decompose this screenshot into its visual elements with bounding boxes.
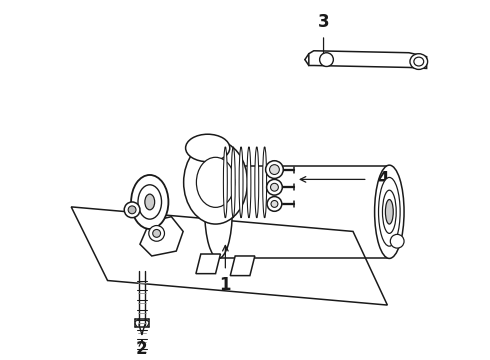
- Polygon shape: [196, 254, 220, 274]
- Circle shape: [128, 206, 136, 214]
- Circle shape: [271, 201, 278, 207]
- Ellipse shape: [414, 57, 424, 66]
- Ellipse shape: [223, 147, 227, 218]
- Ellipse shape: [231, 147, 235, 218]
- Ellipse shape: [379, 177, 400, 246]
- Text: 2: 2: [136, 340, 147, 358]
- Ellipse shape: [186, 134, 230, 162]
- Circle shape: [266, 161, 283, 179]
- Ellipse shape: [410, 54, 428, 69]
- Ellipse shape: [374, 165, 404, 258]
- Circle shape: [270, 165, 279, 175]
- Circle shape: [391, 234, 404, 248]
- Text: 3: 3: [318, 13, 329, 31]
- Ellipse shape: [386, 199, 393, 224]
- Circle shape: [267, 179, 282, 195]
- Polygon shape: [71, 207, 388, 305]
- Ellipse shape: [205, 165, 232, 258]
- Text: 1: 1: [220, 276, 231, 294]
- Circle shape: [149, 225, 165, 241]
- Text: 4: 4: [378, 170, 389, 188]
- Circle shape: [270, 183, 278, 191]
- Ellipse shape: [239, 147, 243, 218]
- Ellipse shape: [184, 141, 247, 224]
- Circle shape: [267, 197, 282, 211]
- Polygon shape: [309, 51, 427, 68]
- Polygon shape: [140, 217, 183, 256]
- Circle shape: [124, 202, 140, 218]
- Ellipse shape: [247, 147, 251, 218]
- Ellipse shape: [145, 194, 155, 210]
- Ellipse shape: [196, 157, 235, 207]
- Circle shape: [153, 229, 161, 237]
- Ellipse shape: [383, 190, 396, 233]
- Ellipse shape: [263, 147, 267, 218]
- Ellipse shape: [138, 185, 162, 219]
- Circle shape: [319, 53, 333, 67]
- Ellipse shape: [255, 147, 259, 218]
- Polygon shape: [230, 256, 255, 276]
- Ellipse shape: [131, 175, 169, 229]
